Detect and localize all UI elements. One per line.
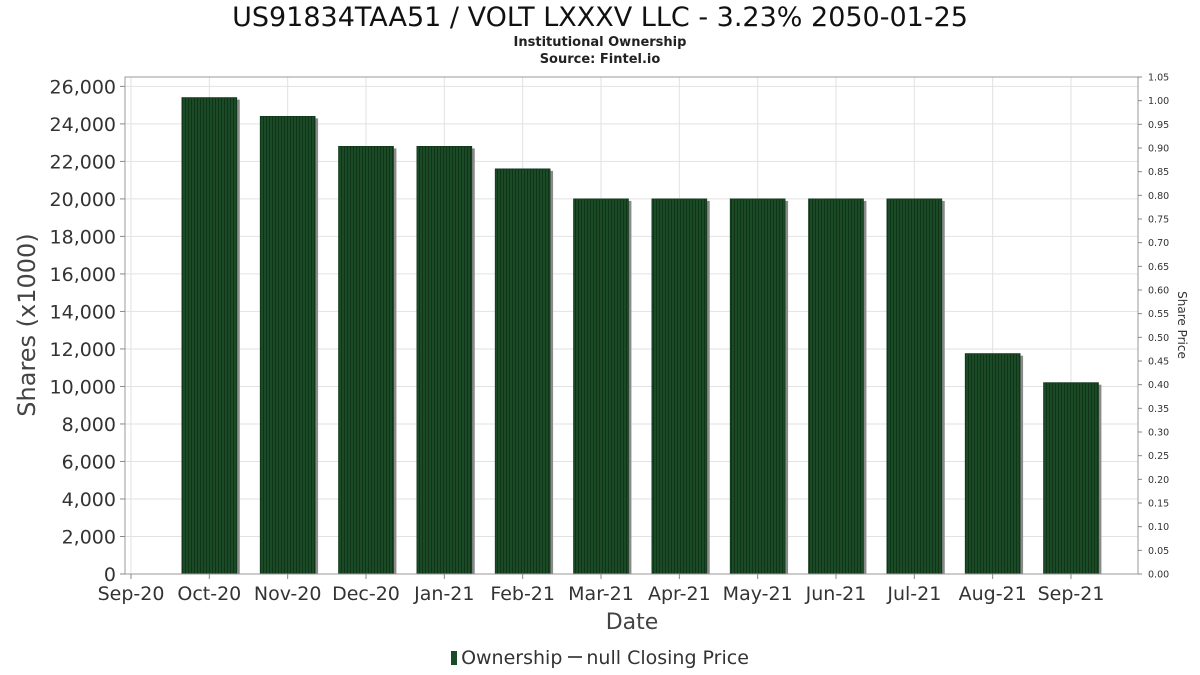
y-tick-label: 6,000 <box>62 451 116 473</box>
y-tick-label: 22,000 <box>50 151 116 173</box>
y-tick-label: 4,000 <box>62 489 116 511</box>
legend-closing-price: null Closing Price <box>586 647 749 669</box>
y2-tick-label: 0.65 <box>1148 262 1169 273</box>
y2-tick-label: 0.20 <box>1148 475 1169 486</box>
y-tick-label: 18,000 <box>50 226 116 248</box>
bar-feb-21 <box>494 168 551 575</box>
price-legend-swatch <box>568 656 583 658</box>
bar-jun-21 <box>808 198 864 575</box>
x-tick-label: Apr-21 <box>648 583 711 605</box>
y2-tick-label: 0.00 <box>1148 570 1169 581</box>
chart-title: US91834TAA51 / VOLT LXXXV LLC - 3.23% 20… <box>232 2 968 33</box>
plot-frame <box>124 76 1139 575</box>
y2-tick-label: 1.00 <box>1148 96 1169 107</box>
y2-tick-label: 0.75 <box>1148 215 1169 226</box>
bars <box>181 97 1102 575</box>
chart-subtitle-source: Source: Fintel.io <box>539 52 661 67</box>
x-tick-label: Jul-21 <box>886 583 941 605</box>
y2-axis-label: Share Price <box>1175 291 1189 359</box>
bar-apr-21 <box>651 198 708 575</box>
bar-dec-20 <box>338 145 394 575</box>
bar-may-21 <box>729 198 786 575</box>
x-tick-label: Jan-21 <box>413 583 474 605</box>
y2-tick-label: 0.45 <box>1148 357 1169 368</box>
y2-tick-label: 0.60 <box>1148 286 1169 297</box>
y2-tick-label: 0.90 <box>1148 144 1169 155</box>
y-tick-label: 24,000 <box>50 114 116 136</box>
legend-ownership: Ownership <box>461 647 563 669</box>
y2-tick-label: 0.10 <box>1148 522 1169 533</box>
y2-tick-label: 0.35 <box>1148 404 1169 415</box>
bar-sep-21 <box>1043 382 1099 575</box>
y2-tick-label: 0.30 <box>1148 428 1169 439</box>
y-tick-label: 26,000 <box>50 76 116 98</box>
x-tick-label: Mar-21 <box>568 583 634 605</box>
y-axis: 0 2,000 4,000 6,000 8,000 10,000 12,000 14,000 1… <box>50 76 125 586</box>
y2-tick-label: 0.15 <box>1148 499 1169 510</box>
x-tick-label: Jun-21 <box>805 583 867 605</box>
y-tick-label: 2,000 <box>62 526 116 548</box>
bar-nov-20 <box>259 115 316 575</box>
x-axis: Sep-20 Oct-20 Nov-20 Dec-20 Jan-21 Feb-21 Mar-… <box>98 574 1105 605</box>
y-tick-label: 14,000 <box>50 301 116 323</box>
y-tick-label: 8,000 <box>62 414 116 436</box>
y2-tick-label: 0.40 <box>1148 380 1169 391</box>
x-tick-label: Oct-20 <box>177 583 241 605</box>
y-tick-label: 12,000 <box>50 339 116 361</box>
bar-mar-21 <box>573 198 629 575</box>
y2-tick-label: 0.50 <box>1148 333 1169 344</box>
x-tick-label: Feb-21 <box>490 583 555 605</box>
x-axis-label: Date <box>606 610 659 635</box>
x-tick-label: Sep-20 <box>98 583 165 605</box>
y2-tick-label: 0.80 <box>1148 191 1169 202</box>
y-tick-label: 20,000 <box>50 189 116 211</box>
y2-tick-label: 0.25 <box>1148 451 1169 462</box>
bar-aug-21 <box>964 353 1021 575</box>
legend: Ownership null Closing Price <box>0 647 1200 669</box>
y2-tick-label: 0.95 <box>1148 120 1169 131</box>
y-tick-label: 0 <box>104 564 116 586</box>
x-tick-label: Dec-20 <box>332 583 400 605</box>
x-tick-label: May-21 <box>723 583 793 605</box>
y2-tick-label: 0.70 <box>1148 238 1169 249</box>
y-axis-label: Shares (x1000) <box>13 233 41 416</box>
bar-jul-21 <box>886 198 943 575</box>
y2-axis: 0.00 0.05 0.10 0.15 0.20 0.25 0.30 0.35 0.40 0.45… <box>1138 73 1169 581</box>
x-tick-label: Aug-21 <box>959 583 1027 605</box>
y-tick-label: 16,000 <box>50 264 116 286</box>
ownership-legend-swatch <box>451 651 458 665</box>
y2-tick-label: 0.85 <box>1148 167 1169 178</box>
y-tick-label: 10,000 <box>50 376 116 398</box>
bar-jan-21 <box>416 145 473 575</box>
x-tick-label: Nov-20 <box>254 583 322 605</box>
y2-tick-label: 1.05 <box>1148 73 1169 84</box>
bar-oct-20 <box>181 97 238 575</box>
chart-subtitle-ownership: Institutional Ownership <box>513 35 687 50</box>
x-tick-label: Sep-21 <box>1038 583 1105 605</box>
y2-tick-label: 0.55 <box>1148 309 1169 320</box>
y2-tick-label: 0.05 <box>1148 546 1169 557</box>
